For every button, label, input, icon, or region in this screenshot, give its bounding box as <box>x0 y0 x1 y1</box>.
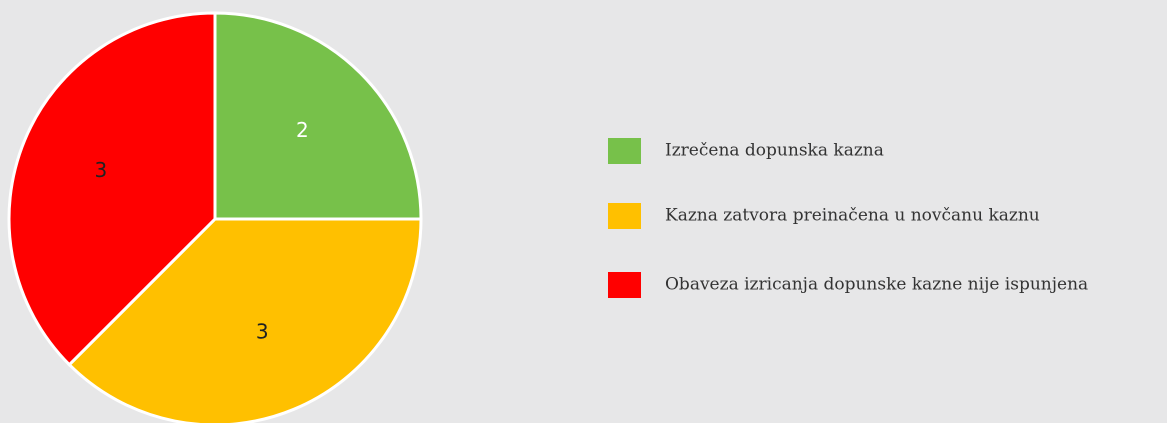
legend-swatch <box>608 272 641 298</box>
legend-label: Kazna zatvora preinačena u novčanu kaznu <box>665 206 1040 226</box>
slice-label: 3 <box>256 320 269 344</box>
pie-slice <box>67 217 423 423</box>
pie-slice <box>213 11 423 221</box>
legend-swatch <box>608 138 641 164</box>
legend-swatch <box>608 203 641 229</box>
legend-label: Obaveza izricanja dopunske kazne nije is… <box>665 275 1088 295</box>
legend-label: Izrečena dopunska kazna <box>665 141 884 161</box>
slice-label: 3 <box>94 158 107 182</box>
slice-label: 2 <box>296 118 309 142</box>
pie-slice <box>7 11 217 367</box>
